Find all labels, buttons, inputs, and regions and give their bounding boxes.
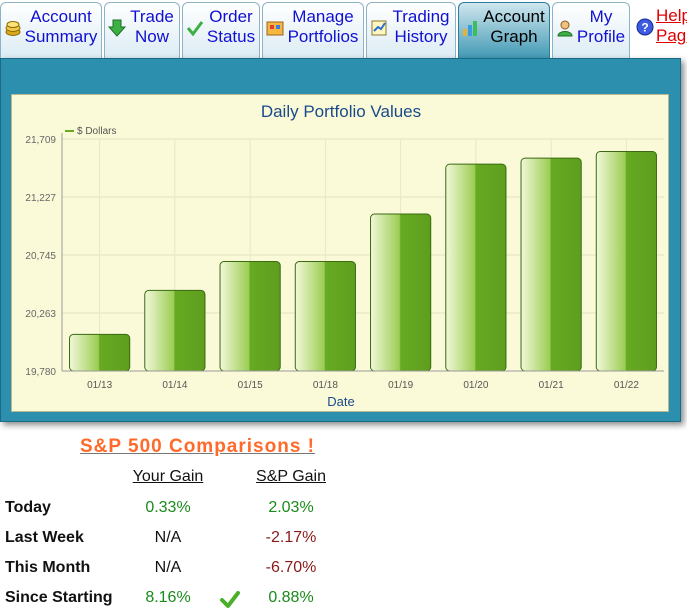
your-gain-today: 0.33% xyxy=(145,499,191,516)
bar-01-15 xyxy=(219,261,281,372)
tab-bar: Account Summary Trade Now Order Status Mana… xyxy=(0,0,687,60)
comparisons-title: S&P 500 Comparisons ! xyxy=(80,436,316,457)
tab-manage-portfolios[interactable]: Manage Portfolios xyxy=(262,2,364,58)
portfolio-bar-chart: Daily Portfolio Values $ Dollars 19,780 2… xyxy=(25,102,664,409)
tab-label-line1: Account xyxy=(30,7,92,26)
tab-trade-now[interactable]: Trade Now xyxy=(104,2,180,58)
green-arrow-down-icon xyxy=(108,19,126,37)
graph-frame: Daily Portfolio Values $ Dollars 19,780 2… xyxy=(0,58,681,422)
y-tick-label: 19,780 xyxy=(25,367,56,378)
your-gain-last-week: N/A xyxy=(154,529,182,546)
tab-my-profile[interactable]: My Profile xyxy=(552,2,630,58)
history-icon xyxy=(371,20,387,36)
tab-label-line2: Page xyxy=(656,26,687,45)
x-tick-label: 01/18 xyxy=(313,380,338,391)
your-gain-since-starting: 8.16% xyxy=(145,589,191,606)
help-icon: ? xyxy=(636,18,654,36)
chart-legend: $ Dollars xyxy=(65,126,116,137)
x-tick-label: 01/14 xyxy=(162,380,187,391)
your-gain-this-month: N/A xyxy=(154,559,182,576)
bar-01-19 xyxy=(370,213,432,372)
tab-label-line2: Status xyxy=(206,27,256,46)
beat-market-check-icon xyxy=(220,591,240,608)
tab-label-line2: History xyxy=(394,27,448,46)
bar-01-20 xyxy=(445,163,507,372)
bar-01-21 xyxy=(520,157,582,372)
bar-01-14 xyxy=(144,289,206,372)
tab-label-line2: Profile xyxy=(576,27,626,46)
sp-gain-since-starting: 0.88% xyxy=(268,589,314,606)
coins-icon xyxy=(5,21,21,36)
row-label-today: Today xyxy=(5,499,51,516)
tab-label-line2: Summary xyxy=(24,27,98,46)
sp-gain-today: 2.03% xyxy=(268,499,314,516)
y-tick-label: 20,745 xyxy=(25,251,56,262)
x-axis-label: Date xyxy=(327,394,354,409)
checkmark-icon xyxy=(186,21,204,37)
tab-label-line1: My xyxy=(589,7,613,26)
legend-label: $ Dollars xyxy=(77,126,116,137)
row-label-last-week: Last Week xyxy=(5,529,84,546)
row-label-this-month: This Month xyxy=(5,559,91,576)
x-tick-label: 01/15 xyxy=(238,380,263,391)
chart-area: Daily Portfolio Values $ Dollars 19,780 2… xyxy=(11,94,669,412)
svg-text:?: ? xyxy=(641,21,648,35)
tab-label-line1: Order xyxy=(209,7,253,26)
tab-account-graph[interactable]: Account Graph xyxy=(458,2,550,60)
bar-01-13 xyxy=(69,333,131,372)
tab-help-page[interactable]: ? HelpPage xyxy=(632,2,687,58)
x-tick-label: 01/13 xyxy=(87,380,112,391)
tab-label-line1: Account xyxy=(483,7,545,26)
y-tick-label: 21,709 xyxy=(25,135,56,146)
tab-label-line2: Now xyxy=(134,27,169,46)
bar-graph-icon xyxy=(463,21,477,36)
tab-order-status[interactable]: Order Status xyxy=(182,2,260,58)
x-tick-label: 01/19 xyxy=(388,380,413,391)
bar-01-22 xyxy=(595,151,657,372)
row-label-since-starting: Since Starting xyxy=(5,589,113,606)
tab-label-line1: Trading xyxy=(392,7,450,26)
sp-gain-this-month: -6.70% xyxy=(265,559,317,576)
x-tick-label: 01/22 xyxy=(614,380,639,391)
your-gain-header: Your Gain xyxy=(132,468,204,485)
sp-gain-last-week: -2.17% xyxy=(265,529,317,546)
chart-title: Daily Portfolio Values xyxy=(261,102,421,121)
y-tick-label: 20,263 xyxy=(25,309,56,320)
x-tick-label: 01/21 xyxy=(539,380,564,391)
tab-trading-history[interactable]: Trading History xyxy=(366,2,456,58)
bar-01-18 xyxy=(294,261,356,372)
tab-label-line1: Trade xyxy=(130,7,174,26)
tab-label-line2: Graph xyxy=(490,27,538,46)
tab-account-summary[interactable]: Account Summary xyxy=(0,2,102,58)
portfolio-icon xyxy=(266,21,284,36)
tab-label-line1: Manage xyxy=(292,7,354,26)
sp-gain-header: S&P Gain xyxy=(256,468,326,485)
x-tick-label: 01/20 xyxy=(463,380,488,391)
tab-label-line1: Help xyxy=(656,6,687,25)
tab-label-line2: Portfolios xyxy=(287,27,359,46)
profile-icon xyxy=(557,20,573,37)
y-tick-label: 21,227 xyxy=(25,193,56,204)
